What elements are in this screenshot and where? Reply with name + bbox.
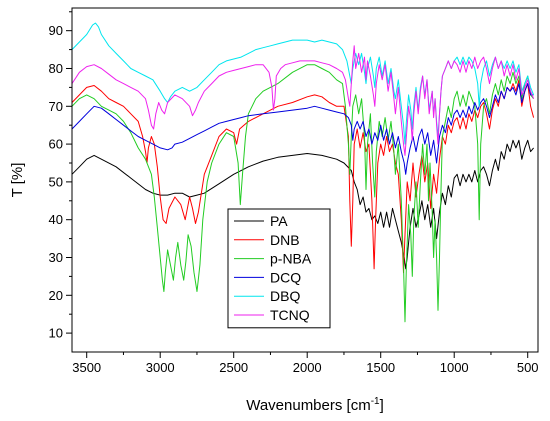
legend-label: DBQ <box>270 288 300 304</box>
x-tick-label: 1500 <box>366 360 395 375</box>
legend-label: TCNQ <box>270 307 310 323</box>
legend-label: PA <box>270 213 288 229</box>
y-tick-label: 70 <box>49 99 63 114</box>
x-axis-title: Wavenumbers [cm-1] <box>246 396 384 414</box>
series-line-dbq <box>71 22 535 145</box>
series-line-p-nba <box>71 64 534 323</box>
x-axis-title-main: Wavenumbers [cm <box>246 397 370 414</box>
legend-label: DNB <box>270 232 300 248</box>
x-tick-label: 3500 <box>72 360 101 375</box>
x-tick-label: 3000 <box>146 360 175 375</box>
y-tick-label: 50 <box>49 174 63 189</box>
series-layer <box>71 22 535 323</box>
y-tick-label: 10 <box>49 326 63 341</box>
x-tick-label: 2500 <box>219 360 248 375</box>
series-line-pa <box>71 139 534 270</box>
x-tick-label: 2000 <box>293 360 322 375</box>
x-axis-title-end: ] <box>380 397 384 414</box>
series-line-dcq <box>71 83 534 175</box>
x-tick-label: 500 <box>517 360 539 375</box>
legend-label: p-NBA <box>270 251 312 267</box>
x-axis-ticks: 3500 3000 2500 2000 1500 1000 500 <box>72 352 539 375</box>
legend: PA DNB p-NBA DCQ DBQ TCNQ <box>227 208 331 329</box>
y-axis-title: T [%] <box>9 163 26 198</box>
series-line-tcnq <box>71 45 535 156</box>
y-tick-label: 60 <box>49 137 63 152</box>
x-axis-title-superscript: -1 <box>371 396 380 407</box>
plot-area-frame <box>71 7 539 353</box>
x-tick-label: 1000 <box>440 360 469 375</box>
y-tick-label: 40 <box>49 212 63 227</box>
y-axis-ticks: 10 20 30 40 50 60 70 80 90 <box>49 11 72 341</box>
y-tick-label: 30 <box>49 250 63 265</box>
y-tick-label: 90 <box>49 23 63 38</box>
y-tick-label: 20 <box>49 288 63 303</box>
legend-box <box>227 208 331 329</box>
y-tick-label: 80 <box>49 61 63 76</box>
legend-label: DCQ <box>270 269 301 285</box>
series-line-dnb <box>71 79 535 274</box>
